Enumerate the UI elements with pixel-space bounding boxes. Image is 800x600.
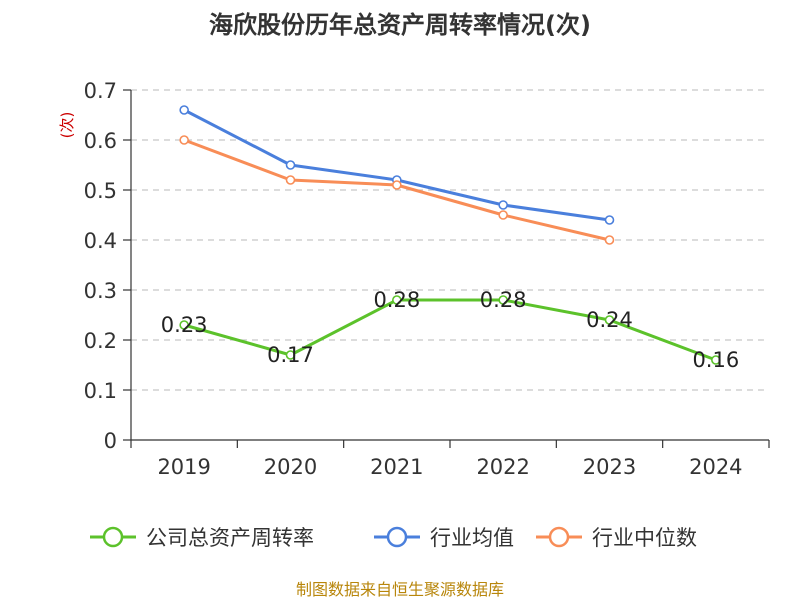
legend-label: 公司总资产周转率 xyxy=(146,526,314,550)
legend-swatch-marker xyxy=(386,526,408,548)
series-point-0 xyxy=(179,320,189,330)
chart-title: 海欣股份历年总资产周转率情况(次) xyxy=(209,11,591,39)
series-point-2 xyxy=(498,210,508,220)
legend-swatch-marker xyxy=(102,526,124,548)
series-point-1 xyxy=(179,105,189,115)
x-tick-label: 2021 xyxy=(370,455,423,479)
y-tick-label: 0.1 xyxy=(84,379,117,403)
series-line-0 xyxy=(183,298,717,362)
series-point-0 xyxy=(604,315,615,325)
series-point-0 xyxy=(285,350,296,360)
legend-label: 行业中位数 xyxy=(592,526,697,550)
legend-swatch-marker xyxy=(548,526,570,548)
y-tick-label: 0.6 xyxy=(84,129,117,153)
series-point-0 xyxy=(392,295,402,305)
data-labels: 0.23 0.17 0.28 0.28 0.24 0.16 xyxy=(161,288,739,372)
y-tick-label: 0.2 xyxy=(84,329,117,353)
series-point-2 xyxy=(179,135,189,145)
x-tick-label: 2024 xyxy=(689,455,742,479)
legend-label: 行业均值 xyxy=(430,526,514,550)
data-label: 0.23 xyxy=(161,313,208,337)
x-tick-label: 2020 xyxy=(264,455,317,479)
axes: 0 0.1 0.2 0.3 0.4 0.5 0.6 0.7 2019 2020 2021 2022 20… xyxy=(84,79,770,479)
series-point-2 xyxy=(392,180,402,190)
series-point-1 xyxy=(604,215,615,225)
data-label: 0.16 xyxy=(692,348,739,372)
data-label: 0.28 xyxy=(373,288,420,312)
series-point-0 xyxy=(498,295,508,305)
y-tick-label: 0.7 xyxy=(84,79,117,103)
x-tick-label: 2019 xyxy=(157,455,210,479)
y-axis-unit-label: (次) xyxy=(58,112,76,139)
source-note: 制图数据来自恒生聚源数据库 xyxy=(296,580,504,599)
data-label: 0.28 xyxy=(480,288,527,312)
series-point-2 xyxy=(604,235,615,245)
data-label: 0.17 xyxy=(267,343,314,367)
series-point-1 xyxy=(285,160,296,170)
series-point-0 xyxy=(711,355,721,365)
series-point-1 xyxy=(498,200,508,210)
y-tick-label: 0 xyxy=(104,429,117,453)
legend: 公司总资产周转率 行业均值 行业中位数 xyxy=(90,526,697,550)
series-point-2 xyxy=(285,175,296,185)
y-tick-label: 0.5 xyxy=(84,179,117,203)
x-tick-label: 2022 xyxy=(476,455,529,479)
x-tick-label: 2023 xyxy=(583,455,636,479)
y-tick-label: 0.4 xyxy=(84,229,117,253)
data-label: 0.24 xyxy=(586,308,633,332)
series-lines xyxy=(179,105,721,365)
y-tick-label: 0.3 xyxy=(84,279,117,303)
